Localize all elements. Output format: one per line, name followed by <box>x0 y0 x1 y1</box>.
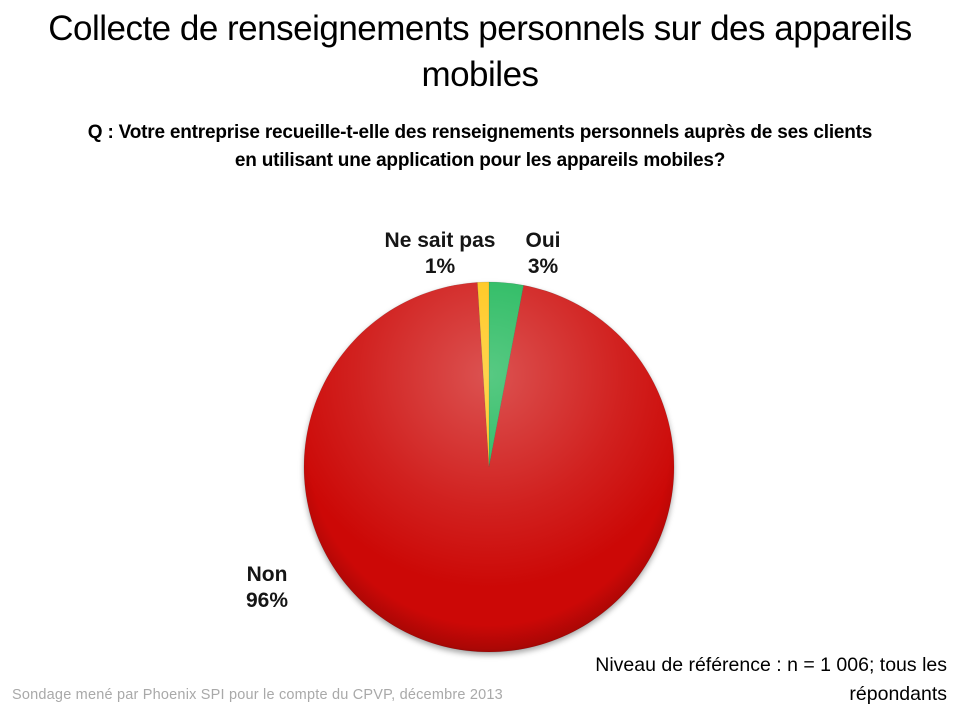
pie-label-category: Ne sait pas <box>384 229 496 252</box>
survey-question: Q : Votre entreprise recueille-t-elle de… <box>15 119 945 175</box>
base-note: Niveau de référence : n = 1 006; tous le… <box>595 651 947 709</box>
question-line-2: en utilisant une application pour les ap… <box>234 150 726 171</box>
slide-title: Collecte de renseignements personnels su… <box>48 9 912 94</box>
pie-label-oui: Oui 3% <box>487 228 599 280</box>
pie-gloss-shadow <box>304 282 674 652</box>
pie-chart <box>303 281 675 653</box>
pie-label-percent: 3% <box>527 255 559 278</box>
base-note-line-1: Niveau de référence : n = 1 006; tous le… <box>595 654 947 676</box>
pie-label-ne-sait-pas: Ne sait pas 1% <box>360 228 520 280</box>
pie-label-percent: 1% <box>424 255 456 278</box>
question-line-1: Q : Votre entreprise recueille-t-elle de… <box>87 122 873 143</box>
pie-label-category: Non <box>246 563 288 586</box>
pie-label-category: Oui <box>525 229 561 252</box>
pie-label-non: Non 96% <box>197 562 337 614</box>
source-note: Sondage mené par Phoenix SPI pour le com… <box>12 687 503 703</box>
pie-label-percent: 96% <box>245 589 289 612</box>
base-note-line-2: répondants <box>849 683 947 705</box>
